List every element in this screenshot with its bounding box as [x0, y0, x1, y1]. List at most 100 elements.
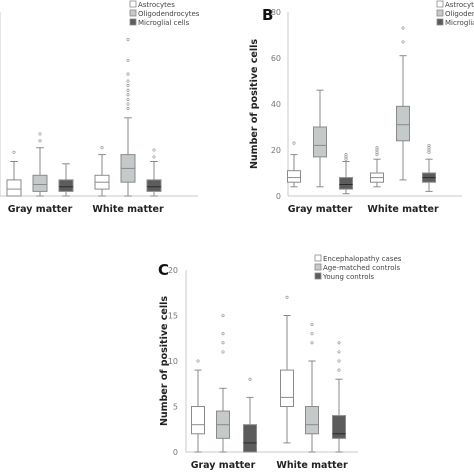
y-tick-label: 15 [168, 312, 178, 321]
box-body [191, 406, 205, 435]
outlier-point [152, 148, 156, 152]
box-0-1 [370, 146, 384, 188]
outlier-point [285, 295, 289, 299]
legend-label: Age-matched controls [323, 264, 400, 272]
outlier-point [337, 350, 341, 354]
box-2-1 [146, 148, 162, 197]
box-body [32, 174, 48, 192]
legend-swatch [129, 0, 137, 8]
box-body [6, 179, 22, 197]
outlier-point [248, 377, 252, 381]
outlier-point [126, 79, 130, 83]
box-body [396, 105, 410, 142]
box-2-0 [243, 377, 257, 453]
y-tick-label: 20 [271, 146, 281, 155]
outlier-point [126, 102, 130, 106]
y-tick-label: 5 [173, 403, 178, 412]
box-1-1 [305, 323, 319, 453]
box-body [146, 179, 162, 192]
box-0-1 [94, 146, 110, 197]
outlier-point [344, 153, 348, 157]
box-2-0 [58, 163, 74, 197]
outlier-point [126, 97, 130, 101]
outlier-point [427, 143, 431, 147]
y-tick-label: 20 [168, 266, 178, 275]
outlier-point [401, 26, 405, 30]
outlier-point [100, 146, 104, 150]
y-axis-label: Number of positive cells [159, 296, 170, 426]
legend-label: Microglial cells [138, 19, 190, 27]
legend-label: Oligodend [445, 10, 474, 18]
box-body [305, 406, 319, 435]
outlier-point [337, 368, 341, 372]
box-1-0 [32, 132, 48, 197]
category-label: White matter [276, 460, 348, 471]
outlier-point [310, 323, 314, 327]
outlier-point [126, 38, 130, 42]
legend-swatch [129, 18, 137, 26]
outlier-point [337, 359, 341, 363]
legend-swatch [129, 9, 137, 17]
outlier-point [126, 58, 130, 62]
box-1-0 [216, 313, 230, 453]
legend-swatch [436, 9, 444, 17]
category-label: White matter [92, 204, 164, 215]
outlier-point [221, 332, 225, 336]
outlier-point [12, 150, 16, 154]
legend-swatch [436, 18, 444, 26]
y-axis-label: Number of positive cells [249, 39, 260, 169]
y-tick-label: 40 [271, 100, 281, 109]
outlier-point [401, 40, 405, 44]
box-2-1 [422, 143, 436, 192]
legend-swatch [436, 0, 444, 8]
outlier-point [310, 341, 314, 345]
legend-label: Microgliat [445, 19, 474, 27]
panel-letter: C [158, 261, 169, 279]
box-body [339, 177, 353, 190]
box-2-0 [339, 153, 353, 195]
box-body [313, 126, 327, 158]
y-tick-label: 60 [271, 54, 281, 63]
outlier-point [38, 132, 42, 136]
outlier-point [292, 141, 296, 145]
box-1-1 [396, 26, 410, 181]
box-body [243, 424, 257, 453]
y-tick-label: 0 [173, 448, 178, 457]
outlier-point [337, 341, 341, 345]
legend-label: Young controls [322, 273, 374, 281]
legend-label: Astrocytes [445, 1, 474, 9]
outlier-point [375, 146, 379, 150]
category-label: Gray matter [191, 460, 256, 471]
legend-label: Oligodendrocytes [138, 10, 200, 18]
outlier-point [38, 139, 42, 143]
y-tick-label: 80 [271, 8, 281, 17]
box-0-0 [287, 141, 301, 188]
outlier-point [126, 88, 130, 92]
outlier-point [126, 84, 130, 88]
outlier-point [152, 155, 156, 159]
box-body [287, 170, 301, 183]
outlier-point [221, 313, 225, 318]
category-label: Gray matter [8, 204, 73, 215]
box-body [280, 369, 294, 408]
box-0-0 [191, 359, 205, 453]
outlier-point [196, 359, 200, 363]
outlier-point [221, 350, 225, 354]
legend-swatch [314, 254, 322, 262]
outlier-point [126, 93, 130, 97]
y-tick-label: 0 [276, 192, 281, 201]
box-body [58, 179, 74, 192]
box-1-0 [313, 89, 327, 188]
box-2-1 [332, 341, 346, 453]
panel-1: Gray matter White matter AstrocytesOligode… [0, 0, 200, 215]
box-body [332, 415, 346, 439]
legend-label: Astrocytes [138, 1, 175, 9]
y-tick-label: 10 [168, 357, 178, 366]
category-label: White matter [367, 204, 439, 215]
legend-label: Encephalopathy cases [323, 255, 402, 263]
panel-letter: B [262, 6, 273, 24]
legend-swatch [314, 272, 322, 280]
outlier-point [126, 107, 130, 111]
outlier-point [126, 72, 130, 76]
